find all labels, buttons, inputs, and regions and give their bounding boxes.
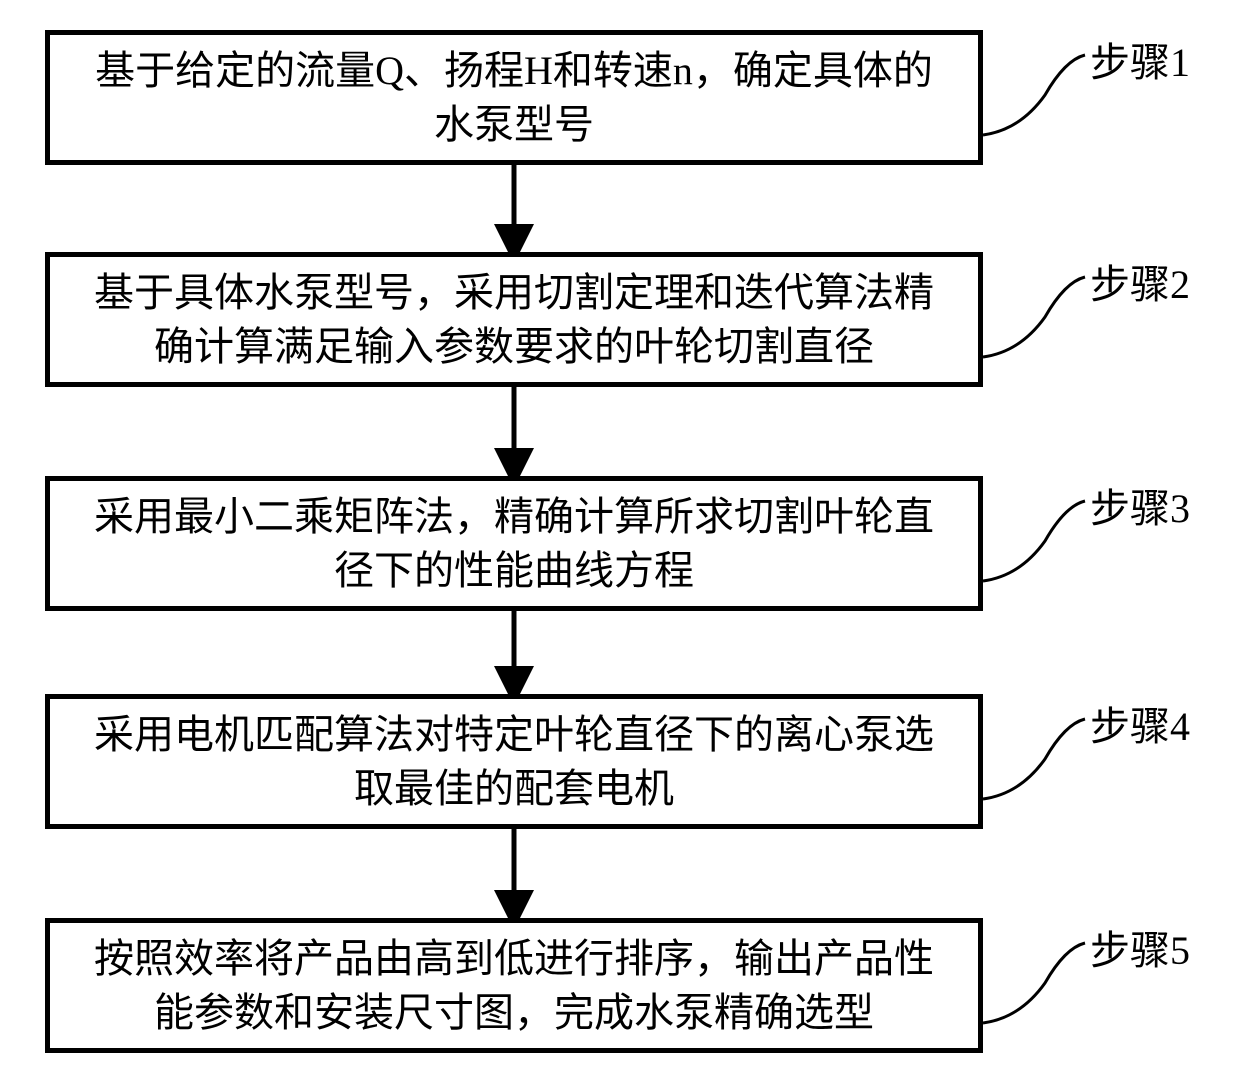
- step-text-2: 基于具体水泵型号，采用切割定理和迭代算法精确计算满足输入参数要求的叶轮切割直径: [80, 266, 948, 374]
- step-text-4: 采用电机匹配算法对特定叶轮直径下的离心泵选取最佳的配套电机: [80, 708, 948, 816]
- step-box-1: 基于给定的流量Q、扬程H和转速n，确定具体的水泵型号: [45, 30, 983, 165]
- step-box-3: 采用最小二乘矩阵法，精确计算所求切割叶轮直径下的性能曲线方程: [45, 476, 983, 611]
- step-label-4: 步骤4: [1090, 694, 1190, 752]
- callout-3: [983, 501, 1085, 581]
- step-box-4: 采用电机匹配算法对特定叶轮直径下的离心泵选取最佳的配套电机: [45, 694, 983, 829]
- flowchart-container: 基于给定的流量Q、扬程H和转速n，确定具体的水泵型号 步骤1 基于具体水泵型号，…: [0, 0, 1240, 1087]
- step-text-5: 按照效率将产品由高到低进行排序，输出产品性能参数和安装尺寸图，完成水泵精确选型: [80, 932, 948, 1040]
- step-label-2: 步骤2: [1090, 252, 1190, 310]
- callout-5: [983, 943, 1085, 1023]
- callout-4: [983, 719, 1085, 799]
- step-box-2: 基于具体水泵型号，采用切割定理和迭代算法精确计算满足输入参数要求的叶轮切割直径: [45, 252, 983, 387]
- step-text-3: 采用最小二乘矩阵法，精确计算所求切割叶轮直径下的性能曲线方程: [80, 490, 948, 598]
- callout-1: [983, 55, 1085, 135]
- step-label-1: 步骤1: [1090, 30, 1190, 88]
- step-text-1: 基于给定的流量Q、扬程H和转速n，确定具体的水泵型号: [80, 44, 948, 152]
- callout-2: [983, 277, 1085, 357]
- step-label-5: 步骤5: [1090, 918, 1190, 976]
- step-label-3: 步骤3: [1090, 476, 1190, 534]
- step-box-5: 按照效率将产品由高到低进行排序，输出产品性能参数和安装尺寸图，完成水泵精确选型: [45, 918, 983, 1053]
